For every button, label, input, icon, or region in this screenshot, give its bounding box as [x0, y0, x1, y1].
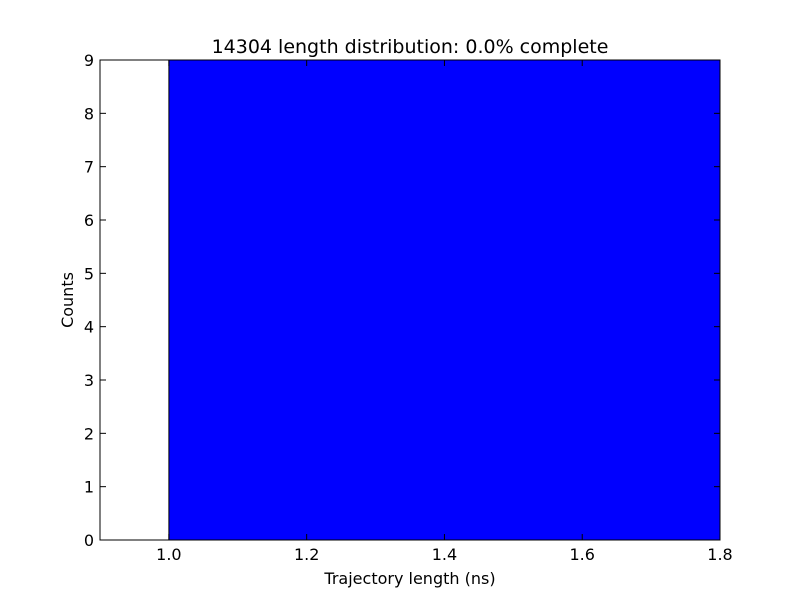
histogram-bar-0	[168, 59, 721, 541]
x-tick-label: 1.4	[432, 545, 457, 564]
y-tick-label: 1	[84, 478, 94, 497]
y-tick-label: 7	[84, 158, 94, 177]
x-tick-label: 1.0	[156, 545, 181, 564]
y-tick-label: 2	[84, 424, 94, 443]
x-axis-title: Trajectory length (ns)	[323, 569, 495, 588]
y-tick-label: 6	[84, 211, 94, 230]
x-tick-label: 1.8	[707, 545, 732, 564]
y-tick-label: 4	[84, 318, 94, 337]
y-axis-title: Counts	[58, 272, 77, 328]
axes-frame	[99, 59, 721, 541]
y-tick-label: 0	[84, 531, 94, 550]
y-tick-label: 5	[84, 264, 94, 283]
ticks-layer: 1.0 1.2 1.4 1.6 1.8 0 1 2 3 4 5 6 7 8 9	[84, 51, 733, 564]
y-tick-label: 3	[84, 371, 94, 390]
y-tick-label: 9	[84, 51, 94, 70]
y-tick-label: 8	[84, 104, 94, 123]
x-tick-label: 1.6	[569, 545, 594, 564]
chart-title: 14304 length distribution: 0.0% complete	[212, 36, 609, 58]
bars-layer	[168, 59, 721, 541]
x-tick-label: 1.2	[294, 545, 319, 564]
